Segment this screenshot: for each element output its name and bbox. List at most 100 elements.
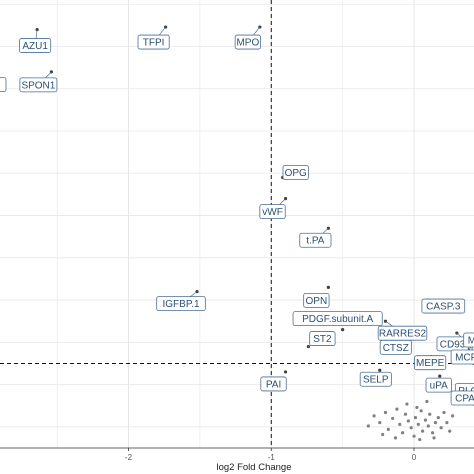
label-box xyxy=(425,377,452,393)
point-label: CASP.3 xyxy=(421,298,466,314)
label-text: PDGF.subunit.A xyxy=(302,314,373,325)
point-label-partial: CPA xyxy=(450,390,474,406)
data-point xyxy=(366,424,370,428)
data-point xyxy=(448,429,452,433)
data-point xyxy=(413,415,418,420)
label-box xyxy=(309,331,336,346)
x-tick-label: 0 xyxy=(412,453,417,462)
data-point xyxy=(372,414,376,418)
label-text: MPO xyxy=(236,38,259,49)
data-point xyxy=(405,402,409,406)
point-label: MEPE xyxy=(414,355,447,371)
label-text: CTSZ xyxy=(383,343,409,354)
data-point xyxy=(403,412,408,416)
label-text: MEPE xyxy=(416,358,445,369)
data-point xyxy=(432,436,436,440)
data-point xyxy=(442,410,446,415)
label-box xyxy=(260,376,287,392)
label-text: MCF xyxy=(455,353,474,364)
grid-lines xyxy=(0,0,474,448)
data-points xyxy=(0,25,474,442)
label-box-partial xyxy=(0,77,7,92)
data-point xyxy=(395,407,399,411)
data-point xyxy=(391,416,395,421)
x-axis-title: log2 Fold Change xyxy=(217,462,292,473)
label-box xyxy=(299,232,332,248)
point-label: OPG xyxy=(282,165,309,180)
label-box xyxy=(234,34,261,50)
threshold-lines xyxy=(0,0,474,448)
x-tick-label: -2 xyxy=(125,453,133,462)
data-point xyxy=(412,434,416,438)
label-text: ST2 xyxy=(313,334,332,345)
label-box xyxy=(259,204,286,220)
data-point xyxy=(445,421,449,425)
point-label: SPON1 xyxy=(19,71,58,93)
point-label: AZU1 xyxy=(19,29,52,53)
label-box xyxy=(379,339,412,355)
data-point xyxy=(383,410,388,415)
label-box xyxy=(156,296,206,312)
label-text: CPA xyxy=(455,394,474,405)
label-text: CASP.3 xyxy=(426,302,461,313)
x-axis: -2 -1 0 xyxy=(0,447,474,462)
point-label-partial: MCF xyxy=(450,349,474,365)
x-tick-label: -1 xyxy=(268,453,276,462)
data-point xyxy=(401,431,405,435)
label-box xyxy=(463,332,474,348)
label-text: AZU1 xyxy=(22,41,48,52)
data-point-labeled xyxy=(283,370,288,374)
label-text: uPA xyxy=(430,381,448,392)
data-point-labeled xyxy=(326,285,330,289)
point-label: TFPI xyxy=(137,26,170,50)
data-point xyxy=(423,418,428,422)
label-box xyxy=(282,165,309,180)
data-point xyxy=(428,412,432,416)
label-text: TFPI xyxy=(143,38,165,49)
label-text: IGFBP.1 xyxy=(162,299,199,310)
data-point xyxy=(436,415,440,420)
data-point xyxy=(425,399,429,404)
data-point-labeled xyxy=(378,368,382,372)
label-box xyxy=(450,349,474,365)
data-point xyxy=(386,427,390,432)
point-label: OPN xyxy=(303,292,330,308)
label-box xyxy=(19,38,52,53)
data-point xyxy=(393,436,398,440)
point-label: RARRES2 xyxy=(377,320,428,341)
point-label: SELP xyxy=(359,371,392,387)
data-point xyxy=(378,421,382,425)
label-box xyxy=(450,390,474,406)
label-text: vWF xyxy=(262,207,283,218)
data-point xyxy=(450,414,455,418)
data-point-labeled xyxy=(438,374,442,378)
point-label: t.PA xyxy=(299,227,332,248)
label-text: M xyxy=(468,336,474,347)
data-point xyxy=(406,419,410,423)
label-text: OPN xyxy=(306,296,328,307)
data-point xyxy=(430,431,435,435)
data-point xyxy=(415,405,419,410)
data-point xyxy=(409,426,413,430)
data-point-labeled xyxy=(341,328,345,332)
label-box xyxy=(414,355,447,371)
point-label: MPO xyxy=(234,26,261,50)
label-text: SPON1 xyxy=(21,80,55,91)
label-box xyxy=(421,298,466,314)
data-point xyxy=(439,426,443,430)
data-point xyxy=(419,409,423,413)
data-point xyxy=(433,421,438,425)
point-label: IGFBP.1 xyxy=(156,291,206,312)
data-point xyxy=(398,422,402,426)
data-point xyxy=(416,422,420,426)
label-box xyxy=(303,292,330,308)
label-text: PAI xyxy=(266,379,281,390)
point-labels: AZU1 TFPI MPO SPON1 OPG vWF t.PA IGFBP.1 OPN CASP… xyxy=(0,26,474,406)
label-box xyxy=(292,311,383,327)
label-text: t.PA xyxy=(306,236,324,247)
point-label: PDGF.subunit.A xyxy=(292,311,383,327)
data-point xyxy=(426,424,430,428)
label-text: OPG xyxy=(285,168,307,179)
label-box xyxy=(359,371,392,387)
